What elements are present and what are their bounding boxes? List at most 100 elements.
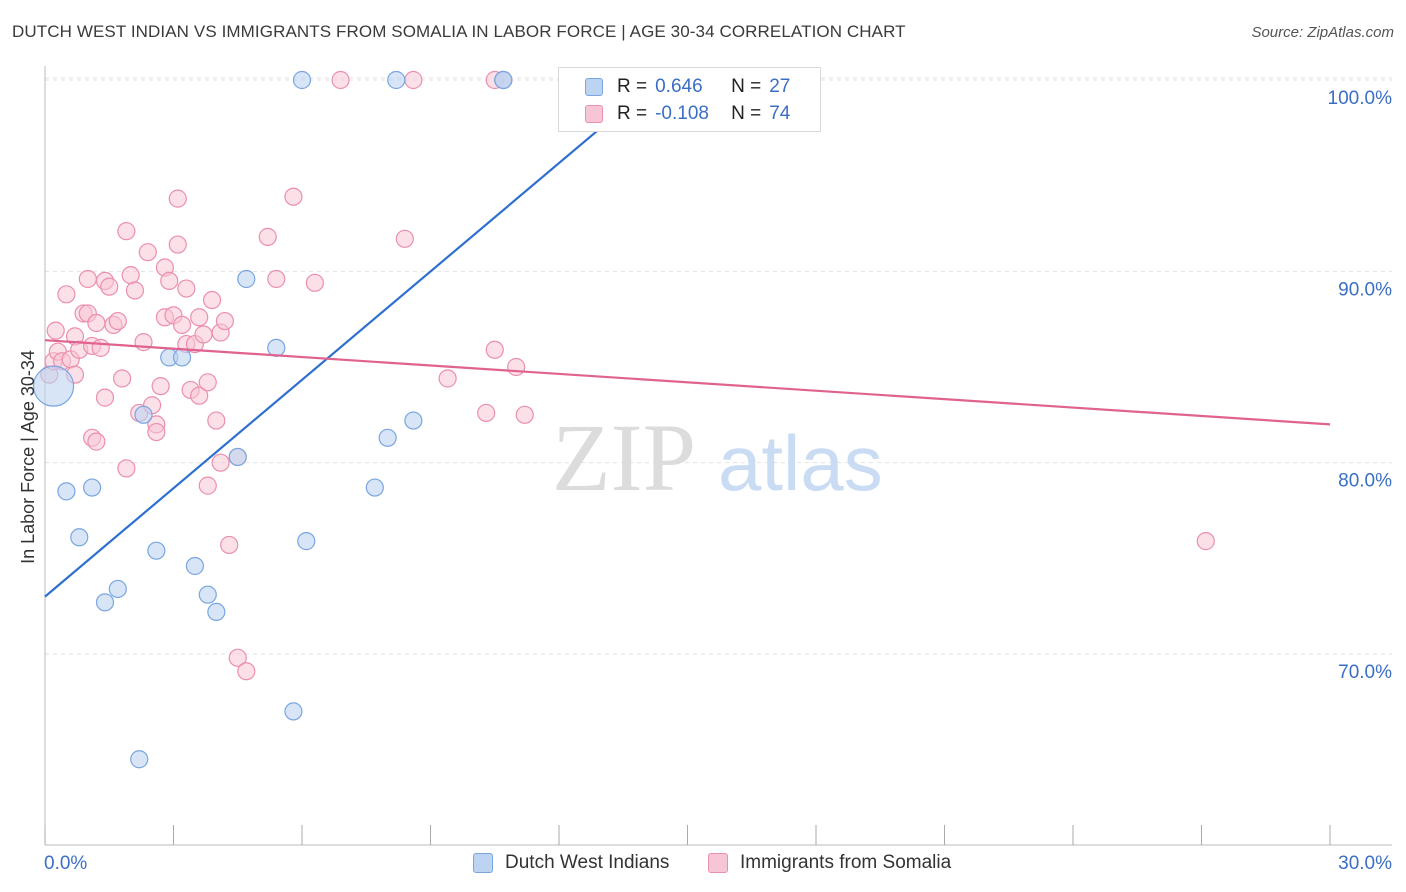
data-point-dutch-west-indian [57,482,76,501]
data-point-somalia [485,340,504,359]
y-axis-label: In Labor Force | Age 30-34 [18,350,38,564]
legend-item-dutch-west-indians: Dutch West Indians [473,852,669,874]
data-point-somalia [515,405,534,424]
data-point-dutch-west-indian [70,528,89,547]
data-point-somalia [125,281,145,300]
x-tick-label: 30.0% [1338,853,1392,874]
watermark-zip: ZIP [552,404,696,511]
legend-swatch-blue [585,78,603,96]
data-point-somalia [46,321,65,340]
data-point-somalia [190,308,209,327]
data-point-dutch-west-indian [95,593,115,612]
data-point-somalia [190,386,209,405]
data-point-dutch-west-indian [404,411,423,430]
data-point-somalia [78,269,97,289]
y-tick-label: 80.0% [1338,471,1392,492]
chart-source: Source: ZipAtlas.com [1251,24,1394,41]
data-point-dutch-west-indian [297,532,316,551]
data-point-somalia [198,476,217,495]
data-point-somalia [172,315,192,335]
data-point-somalia [305,273,324,292]
data-point-somalia [331,70,350,90]
data-point-somalia [168,189,187,208]
data-point-somalia [112,369,132,388]
data-point-somalia [438,369,457,388]
y-tick-label: 100.0% [1328,88,1393,109]
data-point-dutch-west-indian [83,478,102,497]
legend-n-label: N = [731,103,762,124]
data-point-somalia [258,227,277,246]
data-point-somalia [117,222,136,241]
trend-line-immigrants-from-somalia [44,339,1331,426]
legend-n-value: 27 [769,76,791,97]
legend-swatch-pink [585,105,603,123]
data-point-somalia [138,243,157,262]
data-point-dutch-west-indian [378,428,397,447]
data-point-dutch-west-indian [387,70,406,90]
data-point-dutch-west-indian [172,348,192,367]
data-point-somalia [404,70,423,90]
data-point-dutch-west-indian [185,556,205,576]
legend-r-value: 0.646 [655,76,703,97]
legend-row-blue: R = 0.646 N = 27 [585,74,790,100]
data-point-dutch-west-indian [198,585,217,604]
series-dutch-west-indians [32,70,611,769]
data-point-somalia [194,325,213,344]
chart-title: DUTCH WEST INDIAN VS IMMIGRANTS FROM SOM… [12,22,906,41]
data-point-dutch-west-indian [494,70,513,90]
data-point-dutch-west-indian [365,478,384,497]
watermark: ZIP atlas [552,404,883,511]
data-point-somalia [267,269,286,289]
legend-swatch-blue [473,853,493,873]
data-point-somalia [211,453,230,472]
data-point-dutch-west-indian [32,365,75,407]
trend-line-dutch-west-indians [44,79,659,598]
legend-r-label: R = [617,76,648,97]
data-point-somalia [1196,532,1215,551]
data-point-somalia [117,459,136,478]
data-point-somalia [100,277,119,296]
data-point-dutch-west-indian [134,405,153,424]
data-point-dutch-west-indian [228,447,247,467]
y-tick-label: 70.0% [1338,662,1392,683]
data-point-somalia [507,357,526,377]
legend-swatch-pink [708,853,728,873]
data-point-dutch-west-indian [147,541,166,560]
data-point-dutch-west-indian [108,579,127,599]
data-point-somalia [87,313,106,333]
watermark-atlas: atlas [718,419,883,507]
legend-row-pink: R = -0.108 N = 74 [585,101,790,127]
data-point-somalia [87,432,106,451]
data-point-somalia [108,311,127,331]
legend-label: Dutch West Indians [505,852,670,873]
data-point-dutch-west-indian [284,702,303,721]
data-point-somalia [477,403,496,423]
y-tick-label: 90.0% [1338,279,1392,300]
data-point-somalia [237,662,256,681]
legend-item-immigrants-from-somalia: Immigrants from Somalia [708,852,951,874]
legend-r-label: R = [617,103,648,124]
data-point-somalia [147,422,166,442]
x-tick-label: 0.0% [44,853,87,874]
data-point-somalia [151,377,170,396]
data-point-somalia [198,373,217,392]
data-point-dutch-west-indian [130,750,149,769]
legend-n-label: N = [731,76,762,97]
data-point-somalia [177,279,196,298]
series-immigrants-from-somalia [40,70,1215,681]
data-point-somalia [91,338,110,357]
data-point-somalia [220,535,239,555]
data-point-dutch-west-indian [267,338,286,357]
data-point-somalia [160,271,179,290]
data-point-somalia [168,235,187,254]
correlation-legend: R = 0.646 N = 27 R = -0.108 N = 74 [558,67,821,132]
trend-lines [44,79,1331,598]
axes [44,66,1392,846]
data-point-dutch-west-indian [207,602,226,622]
data-point-somalia [215,311,234,331]
data-point-somalia [121,266,140,285]
data-point-dutch-west-indian [292,70,312,90]
data-point-somalia [207,411,226,430]
legend-r-value: -0.108 [655,103,709,124]
